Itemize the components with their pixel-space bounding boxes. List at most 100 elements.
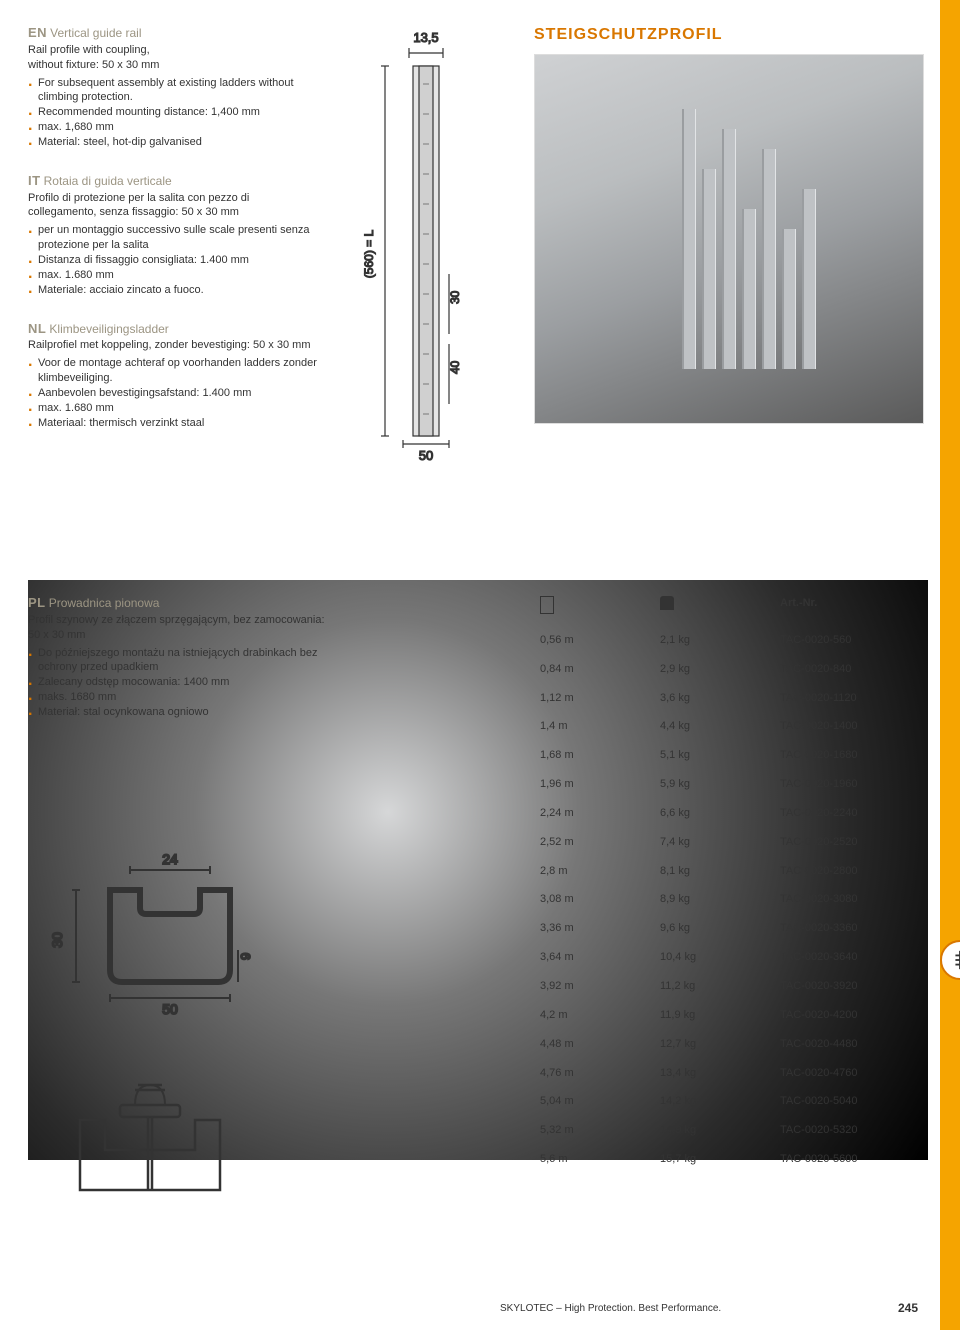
en-tag: EN — [28, 25, 47, 40]
table-row: 5,04 m14,2 kgTAC-0020-5040 — [540, 1094, 910, 1109]
table-row: 5,32 m14,9 kgTAC-0020-5320 — [540, 1123, 910, 1138]
pl-tag: PL — [28, 595, 46, 610]
weight-cell: 14,9 kg — [660, 1123, 740, 1138]
table-row: 5,6 m 15,7 kg TAC-0020-5600 — [540, 1152, 910, 1167]
list-item: Zalecany odstęp mocowania: 1400 mm — [28, 675, 328, 690]
artnr-cell: TAC-0020-1960 — [780, 777, 910, 792]
length-cell: 0,84 m — [540, 662, 620, 677]
table-row: 3,92 m11,2 kgTAC-0020-3920 — [540, 979, 910, 994]
table-row: 2,24 m6,6 kgTAC-0020-2240 — [540, 806, 910, 821]
table-row: 2,8 m8,1 kgTAC-0020-2800 — [540, 864, 910, 879]
length-cell: 4,76 m — [540, 1066, 620, 1081]
table-row: 1,96 m 5,9 kg TAC-0020-1960 — [540, 777, 910, 792]
artnr-cell: TAC-0020-3640 — [780, 950, 910, 965]
profile-cross-section: 24 30 9 50 — [40, 850, 300, 1025]
en-intro: Rail profile with coupling, without fixt… — [28, 43, 318, 73]
length-cell: 5,04 m — [540, 1094, 620, 1109]
weight-cell: 2,1 kg — [660, 633, 740, 648]
weight-cell: 15,7 kg — [660, 1152, 740, 1167]
length-cell: 1,96 m — [540, 777, 620, 792]
weight-cell: 3,6 kg — [660, 691, 740, 706]
weight-cell: 14,2 kg — [660, 1094, 740, 1109]
list-item: maks. 1680 mm — [28, 690, 328, 705]
nl-list: Voor de montage achteraf op voorhanden l… — [28, 356, 318, 430]
list-item: max. 1.680 mm — [28, 401, 318, 416]
nl-tag: NL — [28, 321, 46, 336]
list-item: Aanbevolen bevestigingsafstand: 1.400 mm — [28, 386, 318, 401]
length-cell: 1,12 m — [540, 691, 620, 706]
list-item: max. 1,680 mm — [28, 120, 318, 135]
list-item: Materiał: stal ocynkowana ogniowo — [28, 705, 328, 720]
weight-cell: 7,4 kg — [660, 835, 740, 850]
art-header: Art.-Nr. — [780, 596, 910, 619]
dim-h1: 30 — [448, 290, 462, 304]
svg-text:30: 30 — [49, 932, 65, 948]
side-tab — [940, 0, 960, 1330]
length-cell: 4,48 m — [540, 1037, 620, 1052]
weight-cell: 8,1 kg — [660, 864, 740, 879]
artnr-cell: TAC-0020-2240 — [780, 806, 910, 821]
length-cell: 2,24 m — [540, 806, 620, 821]
list-item: Do późniejszego montażu na istniejących … — [28, 646, 328, 676]
artnr-cell: TAC-0020-1680 — [780, 748, 910, 763]
pl-title: Prowadnica pionowa — [49, 596, 160, 610]
weight-cell: 4,4 kg — [660, 719, 740, 734]
weight-cell: 12,7 kg — [660, 1037, 740, 1052]
dim-top: 13,5 — [413, 30, 438, 45]
list-item: per un montaggio successivo sulle scale … — [28, 223, 318, 253]
weight-cell: 11,9 kg — [660, 1008, 740, 1023]
artnr-cell: TAC-0020-560 — [780, 633, 910, 648]
it-block: IT Rotaia di guida verticale Profilo di … — [28, 172, 318, 298]
table-row: 3,08 m8,9 kgTAC-0020-3080 — [540, 892, 910, 907]
page-number: 245 — [898, 1300, 918, 1316]
table-row: 3,64 m10,4 kgTAC-0020-3640 — [540, 950, 910, 965]
list-item: Voor de montage achteraf op voorhanden l… — [28, 356, 318, 386]
nl-intro: Railprofiel met koppeling, zonder bevest… — [28, 338, 318, 353]
dim-h2: 40 — [448, 360, 462, 374]
artnr-cell: TAC-0020-2520 — [780, 835, 910, 850]
pl-intro: Profil szynowy ze złączem sprzęgającym, … — [28, 613, 328, 643]
weight-icon — [660, 596, 674, 610]
it-intro: Profilo di protezione per la salita con … — [28, 191, 318, 221]
length-cell: 1,68 m — [540, 748, 620, 763]
list-item: Distanza di fissaggio consigliata: 1.400… — [28, 253, 318, 268]
artnr-cell: TAC-0020-4760 — [780, 1066, 910, 1081]
rail-diagram: 13,5 (560) = L 30 40 50 — [336, 24, 516, 464]
length-cell: 4,2 m — [540, 1008, 620, 1023]
footer-text: SKYLOTEC – High Protection. Best Perform… — [500, 1302, 721, 1316]
length-icon — [540, 596, 554, 614]
length-cell: 1,4 m — [540, 719, 620, 734]
length-cell: 2,52 m — [540, 835, 620, 850]
spec-table: Art.-Nr. 0,56 m2,1 kgTAC-0020-5600,84 m2… — [540, 596, 910, 1181]
product-title: STEIGSCHUTZPROFIL — [534, 24, 924, 46]
artnr-cell: TAC-0020-3920 — [780, 979, 910, 994]
nl-block: NL Klimbeveiligingsladder Railprofiel me… — [28, 320, 318, 431]
weight-cell: 8,9 kg — [660, 892, 740, 907]
artnr-cell: TAC-0020-5320 — [780, 1123, 910, 1138]
artnr-cell: TAC-0020-840 — [780, 662, 910, 677]
artnr-cell: TAC-0020-3080 — [780, 892, 910, 907]
artnr-cell: TAC-0020-3360 — [780, 921, 910, 936]
list-item: Materiaal: thermisch verzinkt staal — [28, 416, 318, 431]
artnr-cell: TAC-0020-1120 — [780, 691, 910, 706]
table-row: 1,68 m5,1 kgTAC-0020-1680 — [540, 748, 910, 763]
table-row: 2,52 m 7,4 kg TAC-0020-2520 — [540, 835, 910, 850]
artnr-cell: TAC-0020-1400 — [780, 719, 910, 734]
en-list: For subsequent assembly at existing ladd… — [28, 76, 318, 150]
svg-text:9: 9 — [238, 953, 253, 960]
artnr-cell: TAC-0020-4480 — [780, 1037, 910, 1052]
en-title: Vertical guide rail — [50, 26, 141, 40]
table-row: 4,2 m11,9 kgTAC-0020-4200 — [540, 1008, 910, 1023]
table-row: 4,48 m 12,7 kg TAC-0020-4480 — [540, 1037, 910, 1052]
artnr-cell: TAC-0020-2800 — [780, 864, 910, 879]
list-item: Materiale: acciaio zincato a fuoco. — [28, 283, 318, 298]
nl-title: Klimbeveiligingsladder — [49, 322, 168, 336]
weight-cell: 5,9 kg — [660, 777, 740, 792]
table-row: 0,84 m2,9 kgTAC-0020-840 — [540, 662, 910, 677]
weight-cell: 9,6 kg — [660, 921, 740, 936]
length-cell: 5,6 m — [540, 1152, 620, 1167]
en-block: EN Vertical guide rail Rail profile with… — [28, 24, 318, 150]
dim-height: (560) = L — [362, 229, 376, 278]
artnr-cell: TAC-0020-5600 — [780, 1152, 910, 1167]
table-row: 1,12 m 3,6 kg TAC-0020-1120 — [540, 691, 910, 706]
